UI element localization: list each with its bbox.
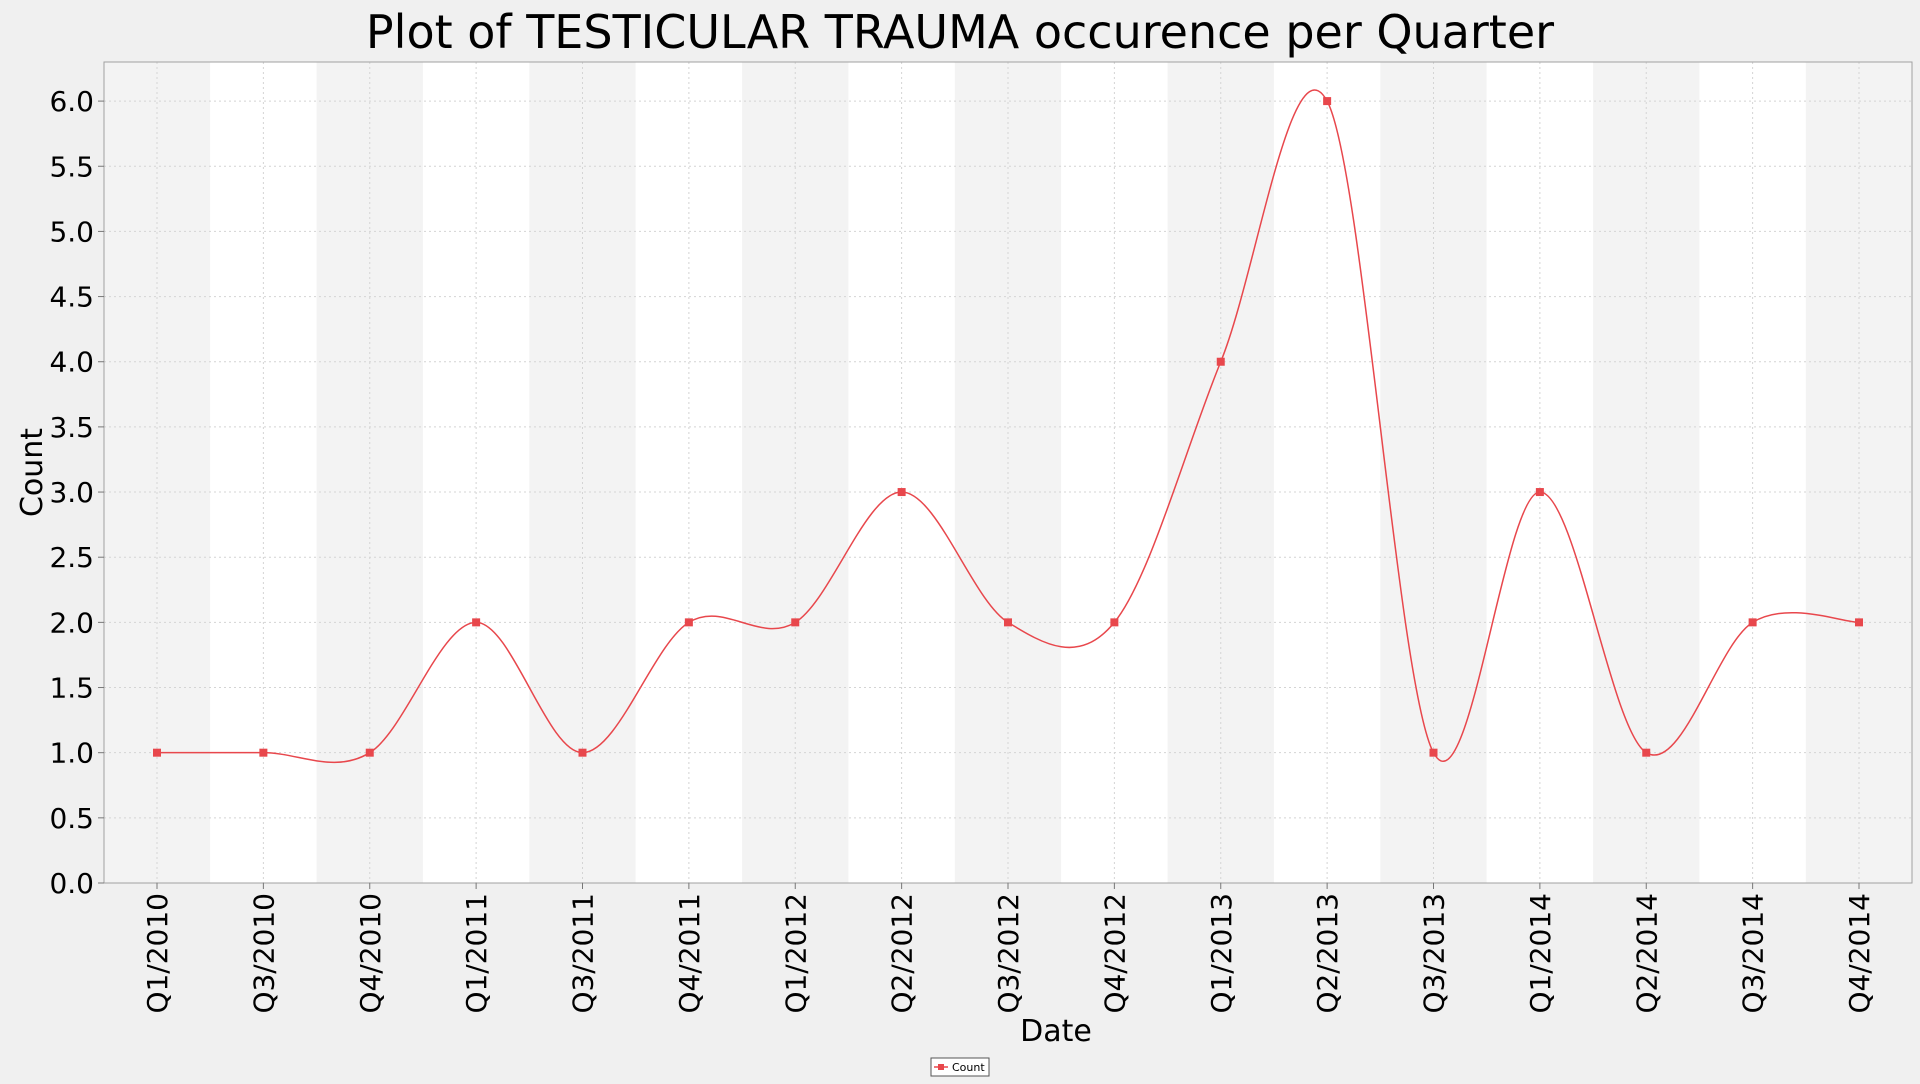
x-tick-label: Q4/2014 (1843, 893, 1876, 1014)
chart-title: Plot of TESTICULAR TRAUMA occurence per … (366, 5, 1554, 59)
data-point (1429, 748, 1438, 757)
x-tick-label: Q1/2013 (1205, 893, 1238, 1014)
x-tick-label: Q2/2014 (1630, 893, 1663, 1014)
x-tick-label: Q2/2012 (886, 893, 919, 1014)
x-tick-label: Q2/2013 (1311, 893, 1344, 1014)
data-point (472, 618, 481, 627)
x-tick-label: Q3/2012 (992, 893, 1025, 1014)
y-axis-label: Count (15, 428, 50, 517)
x-tick-label: Q4/2010 (354, 893, 387, 1014)
grid-lines (104, 62, 1912, 884)
data-point (259, 748, 268, 757)
y-tick-label: 5.5 (49, 150, 94, 183)
y-tick-label: 4.0 (49, 346, 94, 379)
data-point (684, 618, 693, 627)
legend-box (930, 1057, 990, 1077)
data-point (365, 748, 374, 757)
y-tick-label: 0.5 (49, 802, 94, 835)
data-point (1216, 357, 1225, 366)
data-point (1642, 748, 1651, 757)
legend: Count (930, 1057, 990, 1077)
data-point (1855, 618, 1863, 627)
y-tick-label: 0.0 (49, 867, 94, 900)
y-tick-label: 4.5 (49, 281, 94, 314)
data-point (1535, 488, 1544, 497)
y-tick-label: 5.0 (49, 215, 94, 248)
y-tick-label: 1.5 (49, 672, 94, 705)
series-line (157, 89, 1860, 764)
data-point (1110, 618, 1119, 627)
data-point (791, 618, 800, 627)
x-tick-label: Q1/2010 (141, 893, 174, 1014)
x-tick-label: Q3/2010 (247, 893, 280, 1014)
y-tick-label: 2.5 (49, 541, 94, 574)
y-tick-label: 2.0 (49, 606, 94, 639)
data-point (578, 748, 587, 757)
x-tick-label: Q1/2011 (460, 893, 493, 1014)
x-tick-label: Q4/2012 (1098, 893, 1131, 1014)
data-point (153, 748, 161, 757)
x-tick-label: Q3/2014 (1737, 893, 1770, 1014)
legend-marker (938, 1064, 944, 1070)
y-tick-label: 3.0 (49, 476, 94, 509)
data-point (897, 488, 906, 497)
y-tick-label: 6.0 (49, 85, 94, 118)
x-tick-label: Q4/2011 (673, 893, 706, 1014)
data-point (1004, 618, 1012, 627)
y-tick-label: 3.5 (49, 411, 94, 444)
x-tick-label: Q1/2012 (779, 893, 812, 1014)
x-axis-label: Date (1020, 1014, 1092, 1049)
series-layer (153, 89, 1863, 764)
x-tick-label: Q3/2013 (1418, 893, 1451, 1014)
y-axis: 0.0 0.5 1.0 1.5 2.0 2.5 3.0 3.5 4.0 4.5 5.0 5.5 6.0 (49, 85, 104, 900)
x-tick-label: Q3/2011 (567, 893, 600, 1014)
data-point (1748, 618, 1757, 627)
x-axis: Q1/2010 Q3/2010 Q4/2010 Q1/2011 Q3/2011 Q4/20… (141, 883, 1876, 1014)
data-point (1323, 97, 1332, 106)
legend-label: Count (952, 1061, 985, 1074)
y-tick-label: 1.0 (49, 737, 94, 770)
x-tick-label: Q1/2014 (1524, 893, 1557, 1014)
